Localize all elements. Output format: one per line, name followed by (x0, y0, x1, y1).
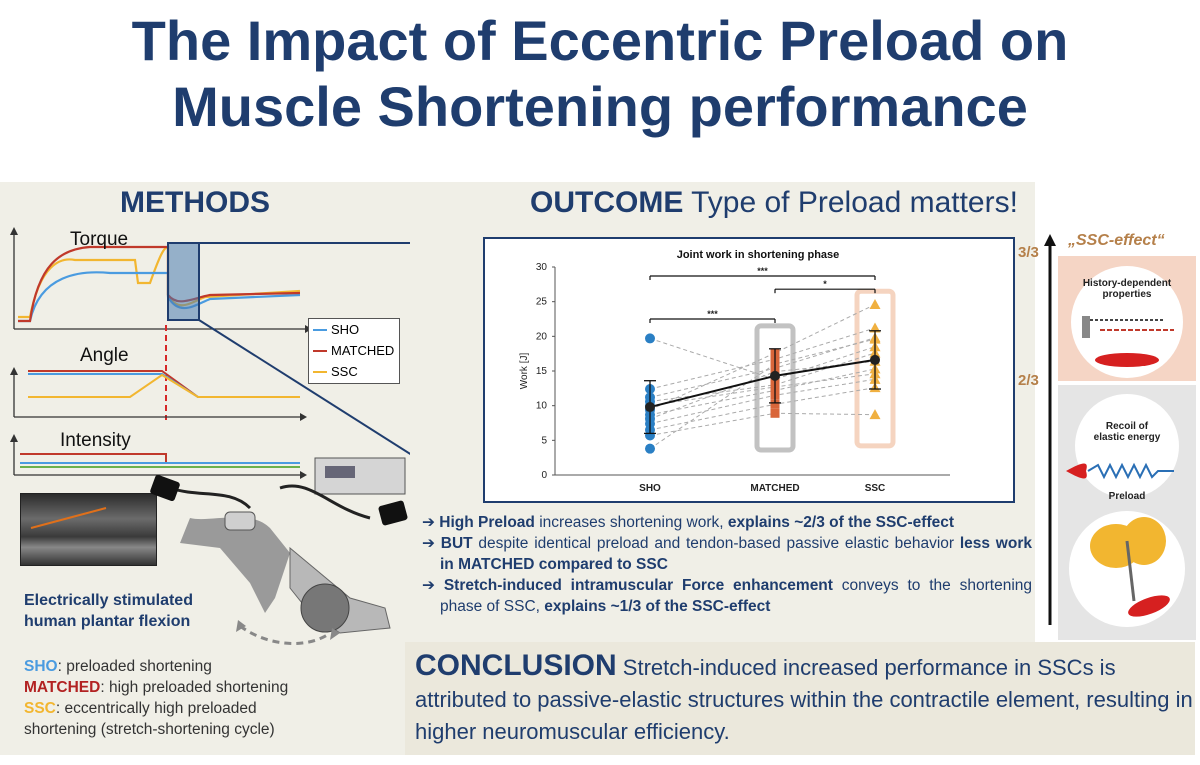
x-tick-label-ssc: SSC (865, 483, 886, 494)
methods-traces (10, 227, 410, 479)
mean-line (649, 358, 876, 409)
x-tick-label-sho: SHO (639, 483, 661, 494)
conclusion-heading: CONCLUSION (415, 649, 617, 682)
ssc-point (869, 298, 881, 309)
matched-point (770, 408, 780, 418)
ssc-effect-title: „SSC-effect“ (1068, 232, 1165, 249)
legend-item-ssc: SSC (309, 361, 399, 382)
ultrasound-image (20, 493, 157, 566)
shortening-window-box (167, 242, 200, 321)
subject-line (649, 412, 876, 436)
intensity-label: Intensity (60, 430, 131, 451)
ssc-point (869, 409, 881, 420)
outcome-heading-bold: OUTCOME (530, 186, 684, 219)
conclusion-panel (405, 642, 1195, 755)
definition-ssc-cont: shortening (stretch-shortening cycle) (24, 721, 275, 738)
subject-line (649, 378, 876, 425)
history-dependent-label: History-dependent properties (1082, 278, 1172, 300)
mean-point-matched (770, 370, 780, 381)
torque-label: Torque (70, 229, 129, 250)
y-tick-label: 5 (541, 435, 547, 446)
subject-line (649, 368, 876, 416)
definition-ssc: SSC: eccentrically high preloaded (24, 700, 257, 717)
bullet-3: ➔ Stretch-induced intramuscular Force en… (422, 577, 1032, 615)
caption-line-2: human plantar flexion (24, 613, 191, 630)
significance-label: * (823, 279, 827, 289)
work-chart-frame: Joint work in shortening phase 0 5 10 15 20 25… (483, 237, 1015, 503)
ssc-point (869, 322, 881, 333)
conclusion-text: CONCLUSION Stretch-induced increased per… (415, 650, 1195, 748)
significance-label: *** (707, 309, 718, 319)
title-line-2: Muscle Shortening performance (172, 75, 1028, 138)
caption-line-1: Electrically stimulated (24, 592, 193, 609)
angle-ssc-line (28, 373, 300, 398)
level-2-3: 2/3 (1018, 372, 1039, 389)
level-3-3: 3/3 (1018, 244, 1039, 261)
conclusion-body: Stretch-induced increased performance in… (415, 655, 1193, 744)
condition-legend: SHO MATCHED SSC (308, 318, 400, 384)
y-tick-label: 20 (536, 331, 548, 342)
subject-line (649, 360, 876, 420)
history-dependent-box: History-dependent properties (1058, 256, 1196, 381)
sho-point (645, 333, 655, 344)
recoil-label: Recoil of elastic energy (1093, 421, 1161, 443)
outcome-heading-rest: Type of Preload matters! (683, 186, 1018, 219)
angle-sho-line (28, 373, 300, 398)
x-tick-label-matched: MATCHED (750, 483, 799, 494)
y-tick-label: 10 (536, 401, 548, 412)
y-tick-label: 30 (536, 262, 548, 273)
sho-point (645, 443, 655, 454)
elastic-preload-box: Recoil of elastic energy Preload (1058, 385, 1196, 640)
subject-line (649, 303, 876, 411)
y-tick-label: 0 (541, 470, 547, 481)
subject-line (649, 337, 876, 380)
condition-definitions: SHO: preloaded shortening MATCHED: high … (24, 656, 404, 740)
mean-point-ssc (870, 354, 880, 365)
title-line-1: The Impact of Eccentric Preload on (131, 9, 1069, 72)
torque-sho-line (18, 271, 301, 323)
zoom-arrow-bottom (198, 319, 410, 455)
mean-point-sho (645, 402, 655, 413)
legend-item-sho: SHO (309, 319, 399, 340)
matched-highlight-box (754, 323, 796, 453)
work-chart: Joint work in shortening phase 0 5 10 15 20 25… (519, 249, 950, 494)
chart-title: Joint work in shortening phase (677, 249, 840, 261)
significance-label: *** (757, 266, 768, 276)
definition-matched: MATCHED: high preloaded shortening (24, 679, 289, 696)
outcome-bullets: ➔ High Preload increases shortening work… (422, 512, 1032, 617)
bullet-1: ➔ High Preload increases shortening work… (422, 514, 955, 531)
poster-title: The Impact of Eccentric Preload on Muscl… (0, 8, 1200, 140)
preload-label: Preload (1108, 491, 1146, 502)
definition-sho: SHO: preloaded shortening (24, 658, 212, 675)
bullet-2: ➔ BUT despite identical preload and tend… (422, 535, 1032, 573)
y-axis-label: Work [J] (519, 353, 530, 390)
dynamometer-illustration (150, 457, 408, 645)
methods-caption: Electrically stimulated human plantar fl… (24, 590, 193, 632)
methods-heading: METHODS (120, 186, 270, 219)
legend-item-matched: MATCHED (309, 340, 399, 361)
angle-label: Angle (80, 345, 129, 366)
matched-point (770, 399, 780, 409)
ssc-scale-arrow (1044, 234, 1056, 625)
outcome-heading: OUTCOME Type of Preload matters! (530, 186, 1018, 220)
y-tick-label: 25 (536, 297, 548, 308)
y-tick-label: 15 (536, 366, 548, 377)
subject-line (649, 338, 876, 450)
